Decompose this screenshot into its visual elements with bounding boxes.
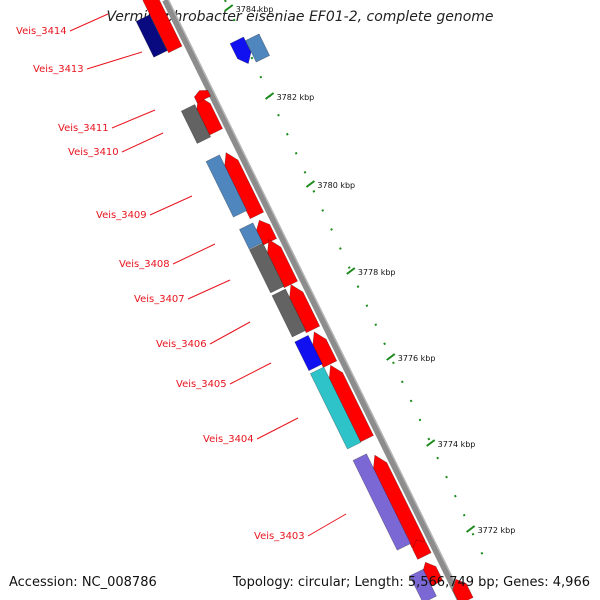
gene-label-leader [86, 51, 143, 70]
backbone-highlight [167, 0, 464, 600]
gene-label: Veis_3411 [58, 123, 109, 134]
scale-tick-label: 3776 kbp [398, 354, 436, 363]
gene-label-leader [111, 109, 156, 129]
gene-label: Veis_3410 [68, 147, 119, 158]
scale-major-tick [386, 353, 396, 361]
gene-small-fwd-c [452, 578, 474, 600]
gene-label: Veis_3407 [134, 294, 185, 305]
gene-label: Veis_3406 [156, 339, 207, 350]
gene-label: Veis_3403 [254, 531, 305, 542]
gene-label-leader [69, 13, 109, 32]
scale-tick-label: 3782 kbp [277, 93, 315, 102]
scale-line: 3784 kbp 3782 kbp 3780 kbp 3778 kbp 3776 kbp… [224, 0, 516, 561]
gene-label: Veis_3408 [119, 259, 170, 270]
accession-text: Accession: NC_008786 [9, 575, 157, 590]
gene-small-blue [229, 36, 252, 65]
gene-3404 [309, 366, 362, 450]
gene-labels: Veis_3414 Veis_3413 Veis_3411 Veis_3410 Veis… [16, 13, 347, 542]
gene-label: Veis_3405 [176, 379, 227, 390]
gene-3406 [271, 288, 307, 338]
gene-label: Veis_3413 [33, 64, 84, 75]
gene-label-leader [307, 513, 347, 537]
gene-label-leader [172, 243, 216, 265]
gene-label: Veis_3404 [203, 434, 254, 445]
scale-major-tick [224, 4, 234, 12]
scale-tick-label: 3780 kbp [317, 181, 355, 190]
backbone-strand [162, 0, 463, 600]
genome-summary: Topology: circular; Length: 5,566,749 bp… [232, 575, 590, 590]
scale-tick-label: 3784 kbp [236, 5, 274, 14]
scale-major-tick [346, 267, 356, 275]
gene-3403 [352, 453, 412, 551]
gene-3408 [239, 222, 264, 250]
gene-3405 [294, 334, 323, 372]
gene-tiny-red [193, 90, 212, 104]
gene-3410 [180, 104, 212, 144]
gene-label-leader [149, 195, 193, 216]
scale-tick-label: 3772 kbp [478, 526, 516, 535]
gene-label-leader [187, 279, 231, 300]
gene-small-fwd-a [412, 539, 432, 560]
scale-tick-label: 3774 kbp [438, 440, 476, 449]
gene-small-steel [245, 33, 271, 63]
scale-major-tick [305, 180, 316, 188]
genome-title: Verminephrobacter eiseniae EF01-2, compl… [106, 9, 494, 25]
gene-small-purple [409, 568, 437, 600]
gene-features [135, 0, 474, 600]
scale-major-tick [426, 439, 436, 447]
gene-label-leader [209, 321, 251, 345]
genome-backbone [162, 0, 464, 600]
gene-3413 [135, 14, 168, 58]
gene-3414-fwd [142, 0, 183, 54]
scale-tick-label: 3778 kbp [358, 268, 396, 277]
gene-label-leader [121, 132, 164, 153]
gene-3409 [205, 154, 248, 218]
gene-label-leader [229, 362, 272, 385]
scale-major-tick [264, 92, 275, 100]
gene-label: Veis_3409 [96, 210, 147, 221]
gene-3407 [249, 242, 285, 294]
gene-label: Veis_3414 [16, 26, 67, 37]
gene-label-leader [256, 417, 299, 440]
scale-major-tick [466, 525, 476, 533]
